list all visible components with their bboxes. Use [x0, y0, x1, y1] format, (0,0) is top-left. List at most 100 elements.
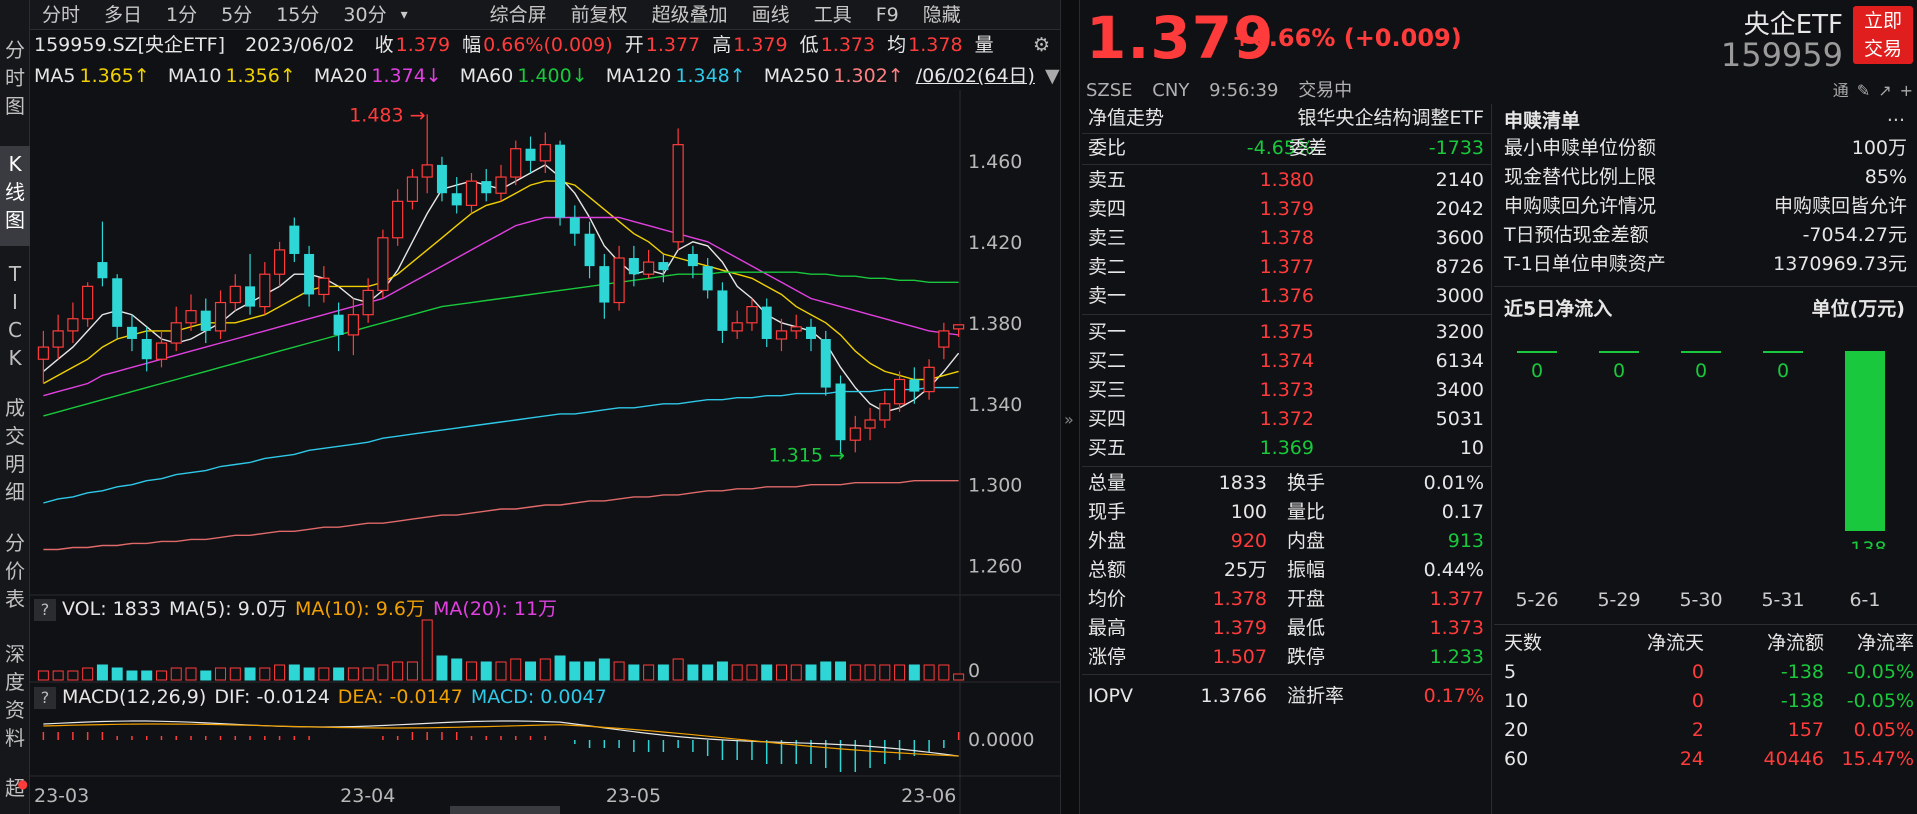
toolbar-item-13[interactable]: 隐藏	[922, 3, 961, 26]
toolbar-item-4[interactable]: 15分	[276, 3, 320, 26]
candle	[687, 245, 698, 279]
ma-line-MA120	[43, 386, 959, 504]
left-tab-6[interactable]: 超 ●	[0, 770, 30, 814]
volume-bar	[288, 664, 300, 681]
bid-row[interactable]: 买五 1.369 10	[1082, 434, 1492, 463]
left-tab-3[interactable]: 成交明细	[0, 390, 30, 504]
ask-row[interactable]: 卖二 1.377 8726	[1082, 253, 1492, 282]
netflow-date: 6-1	[1849, 589, 1881, 611]
volume-bar	[377, 664, 389, 681]
vol-ma10: MA(10): 9.6万	[294, 598, 426, 620]
netflow-cell: 40446	[1763, 748, 1824, 770]
header-tool-icon-2[interactable]: ↗	[1878, 81, 1892, 100]
candle	[820, 330, 831, 396]
left-tab-char: I	[12, 290, 18, 314]
stat-label: 最低	[1287, 617, 1326, 639]
bid-row[interactable]: 买四 1.372 5031	[1082, 405, 1492, 434]
toolbar-item-12[interactable]: F9	[875, 3, 899, 26]
toolbar-item-5[interactable]: 30分	[343, 3, 387, 26]
candle	[141, 326, 152, 372]
separator	[1082, 674, 1492, 675]
k-line-chart[interactable]: 1.460 1.420 1.380 1.340 1.300 1.260 1.483 → 1.3…	[30, 90, 1060, 814]
volume-bar	[229, 667, 241, 681]
volume-bar	[303, 667, 315, 681]
bid-row[interactable]: 买一 1.375 3200	[1082, 318, 1492, 347]
dropdown-triangle-icon[interactable]: ▼	[1045, 65, 1060, 87]
ask-label: 卖一	[1088, 285, 1127, 307]
iopv-row: IOPV 1.3766 溢折率 0.17%	[1082, 682, 1492, 711]
ask-row[interactable]: 卖一 1.376 3000	[1082, 282, 1492, 311]
header-tool-icon-1[interactable]: ✎	[1856, 81, 1871, 100]
double-chevron-right-icon: »	[1064, 410, 1074, 429]
left-tab-4[interactable]: 分价表	[0, 525, 30, 615]
security-code: 159959	[1720, 36, 1843, 74]
toolbar-item-8[interactable]: 前复权	[570, 3, 628, 26]
iopv-value: 1.3766	[1200, 685, 1267, 707]
help-icon[interactable]: ?	[34, 598, 56, 621]
ask-row[interactable]: 卖五 1.380 2140	[1082, 166, 1492, 195]
bid-volume: 3200	[1435, 321, 1484, 343]
panel-collapse-handle[interactable]: »	[1060, 0, 1080, 814]
left-tab-5[interactable]: 深度资料	[0, 636, 30, 750]
bid-label: 买二	[1088, 350, 1127, 372]
toolbar-item-9[interactable]: 超级叠加	[651, 3, 728, 26]
separator	[1082, 466, 1492, 467]
stat-value: 0.17	[1441, 501, 1484, 523]
trade-now-label: 立即交易	[1863, 10, 1902, 60]
stat-row: 均价 1.378 开盘 1.377	[1082, 585, 1492, 614]
bid-row[interactable]: 买三 1.373 3400	[1082, 376, 1492, 405]
high-label: 高	[712, 34, 732, 56]
toolbar-item-3[interactable]: 5分	[221, 3, 253, 26]
nav-trend-label[interactable]: 净值走势	[1088, 107, 1165, 129]
trade-status: 交易中	[1298, 80, 1353, 101]
netflow-cell: 5	[1504, 661, 1517, 683]
stat-label: 内盘	[1287, 530, 1326, 552]
stat-label: 跌停	[1287, 646, 1326, 668]
header-tool-icon-3[interactable]: +	[1899, 81, 1913, 100]
candle	[377, 229, 389, 299]
macd-legend: ? MACD(12,26,9) DIF: -0.0124 DEA: -0.0147 MA…	[34, 685, 607, 709]
ma10-value: 1.356↑	[225, 65, 296, 87]
ask-volume: 2140	[1435, 169, 1484, 191]
range-text[interactable]: /06/02(64日)	[915, 65, 1035, 87]
candle	[112, 274, 123, 339]
toolbar-item-1[interactable]: 多日	[104, 3, 143, 26]
ask-row[interactable]: 卖四 1.379 2042	[1082, 195, 1492, 224]
ask-price: 1.379	[1259, 198, 1314, 220]
toolbar-item-0[interactable]: 分时	[42, 3, 81, 26]
netflow-cell: 60	[1504, 748, 1529, 770]
volume-bar	[126, 670, 138, 681]
toolbar-item-6[interactable]: ▾	[400, 6, 408, 23]
left-tab-0[interactable]: 分时图	[0, 32, 30, 127]
volume-bar	[451, 658, 463, 681]
volume-bar	[908, 664, 920, 681]
toolbar-item-7[interactable]: 综合屏	[489, 3, 547, 26]
last-price: 1.379	[1086, 4, 1275, 72]
stat-label: 最高	[1088, 617, 1127, 639]
left-tab-char: 超	[5, 776, 25, 800]
volume-bar	[82, 667, 94, 681]
trade-now-button[interactable]: 立即交易	[1853, 6, 1913, 64]
left-tab-char: 细	[5, 480, 25, 504]
ask-row[interactable]: 卖三 1.378 3600	[1082, 224, 1492, 253]
toolbar-item-2[interactable]: 1分	[166, 3, 198, 26]
help-icon[interactable]: ?	[34, 686, 56, 709]
candle	[229, 274, 241, 311]
bid-row[interactable]: 买二 1.374 6134	[1082, 347, 1492, 376]
netflow-bar-chart: 0 0 0 0 -138	[1517, 351, 1887, 549]
separator	[1082, 314, 1492, 315]
more-icon[interactable]: ...	[1886, 104, 1905, 126]
candle	[362, 278, 374, 323]
low-value: 1.373	[820, 34, 876, 56]
toolbar-item-11[interactable]: 工具	[813, 3, 852, 26]
toolbar-item-10[interactable]: 画线	[751, 3, 790, 26]
candle	[200, 298, 211, 344]
ask-price: 1.376	[1259, 285, 1314, 307]
bid-price: 1.373	[1259, 379, 1314, 401]
header-tool-icon-0[interactable]: 通	[1832, 81, 1849, 100]
x-tick-label: 23-03	[34, 785, 89, 807]
gear-icon[interactable]: ⚙	[1032, 34, 1050, 56]
weibi-value: -4.65%	[1246, 137, 1314, 159]
